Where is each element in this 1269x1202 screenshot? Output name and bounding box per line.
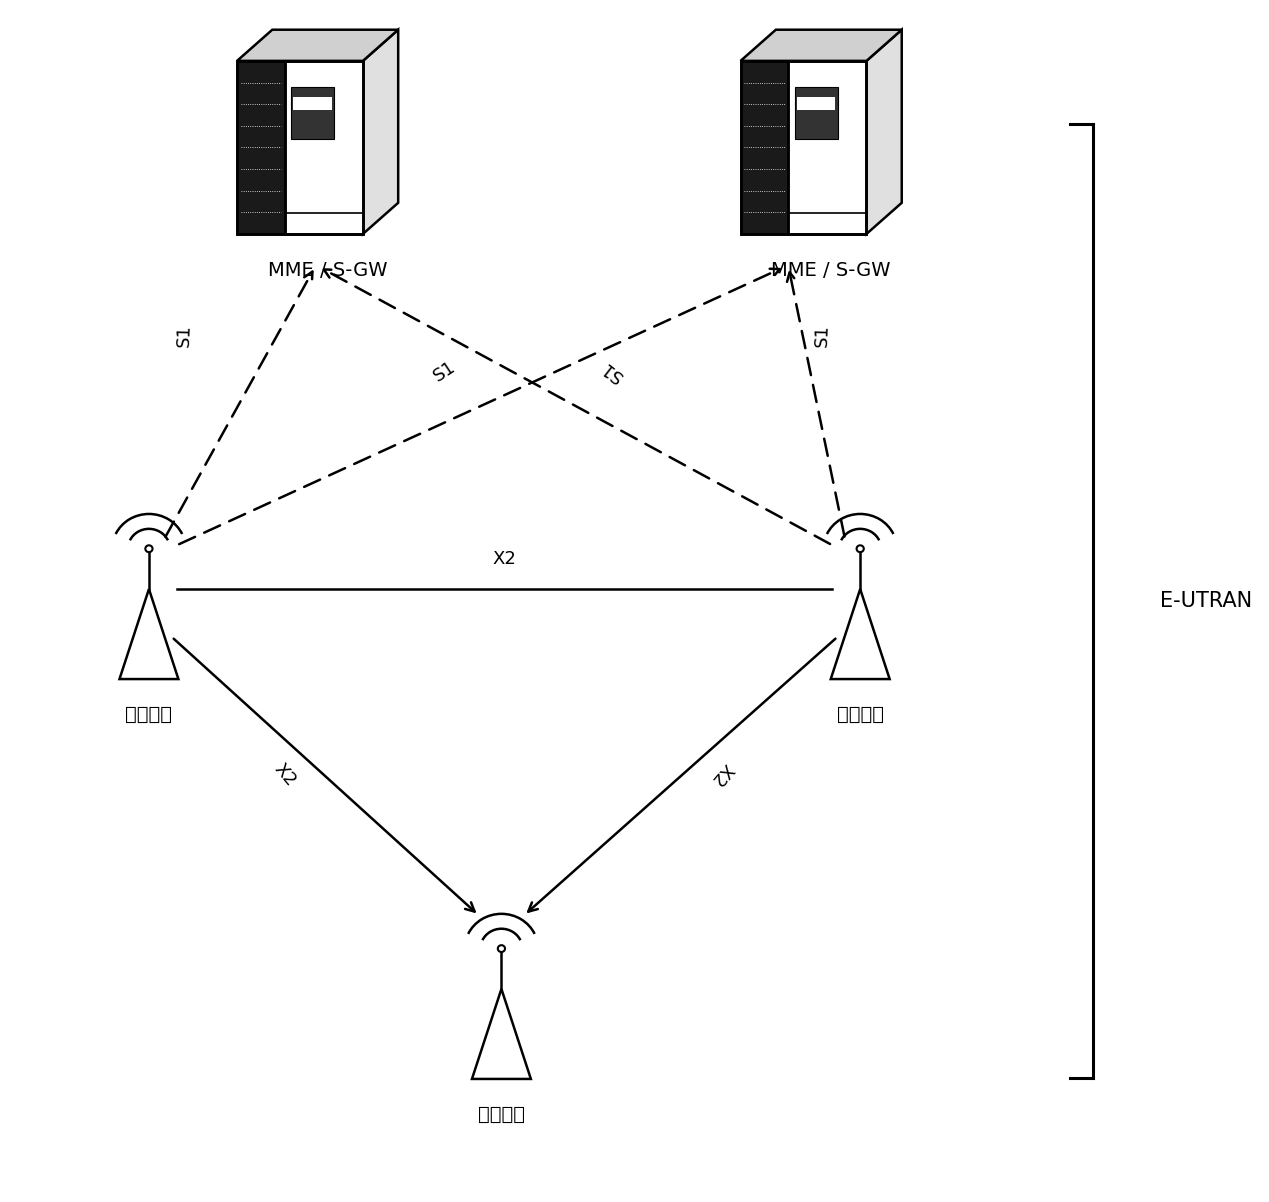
Text: X2: X2 [492, 549, 516, 567]
Text: S1: S1 [430, 357, 459, 385]
Polygon shape [293, 97, 332, 111]
Circle shape [146, 546, 152, 552]
Text: MME / S-GW: MME / S-GW [268, 261, 387, 280]
Polygon shape [794, 87, 838, 138]
Polygon shape [286, 61, 363, 234]
Text: 演进基站: 演进基站 [478, 1105, 525, 1124]
Polygon shape [237, 61, 286, 234]
Text: 演进基站: 演进基站 [126, 706, 173, 725]
Polygon shape [472, 989, 530, 1079]
Text: E-UTRAN: E-UTRAN [1160, 591, 1253, 611]
Polygon shape [867, 30, 902, 234]
Polygon shape [831, 589, 890, 679]
Text: S1: S1 [813, 323, 831, 347]
Polygon shape [291, 87, 334, 138]
Circle shape [497, 945, 505, 952]
Polygon shape [363, 30, 398, 234]
Circle shape [857, 546, 864, 552]
Text: X2: X2 [707, 760, 736, 790]
Polygon shape [797, 97, 835, 111]
Polygon shape [741, 30, 902, 61]
Text: 演进基站: 演进基站 [836, 706, 883, 725]
Text: S1: S1 [175, 323, 194, 347]
Text: MME / S-GW: MME / S-GW [772, 261, 891, 280]
Text: S1: S1 [596, 357, 626, 386]
Polygon shape [237, 30, 398, 61]
Polygon shape [119, 589, 179, 679]
Polygon shape [788, 61, 867, 234]
Text: X2: X2 [270, 760, 299, 790]
Polygon shape [741, 61, 788, 234]
